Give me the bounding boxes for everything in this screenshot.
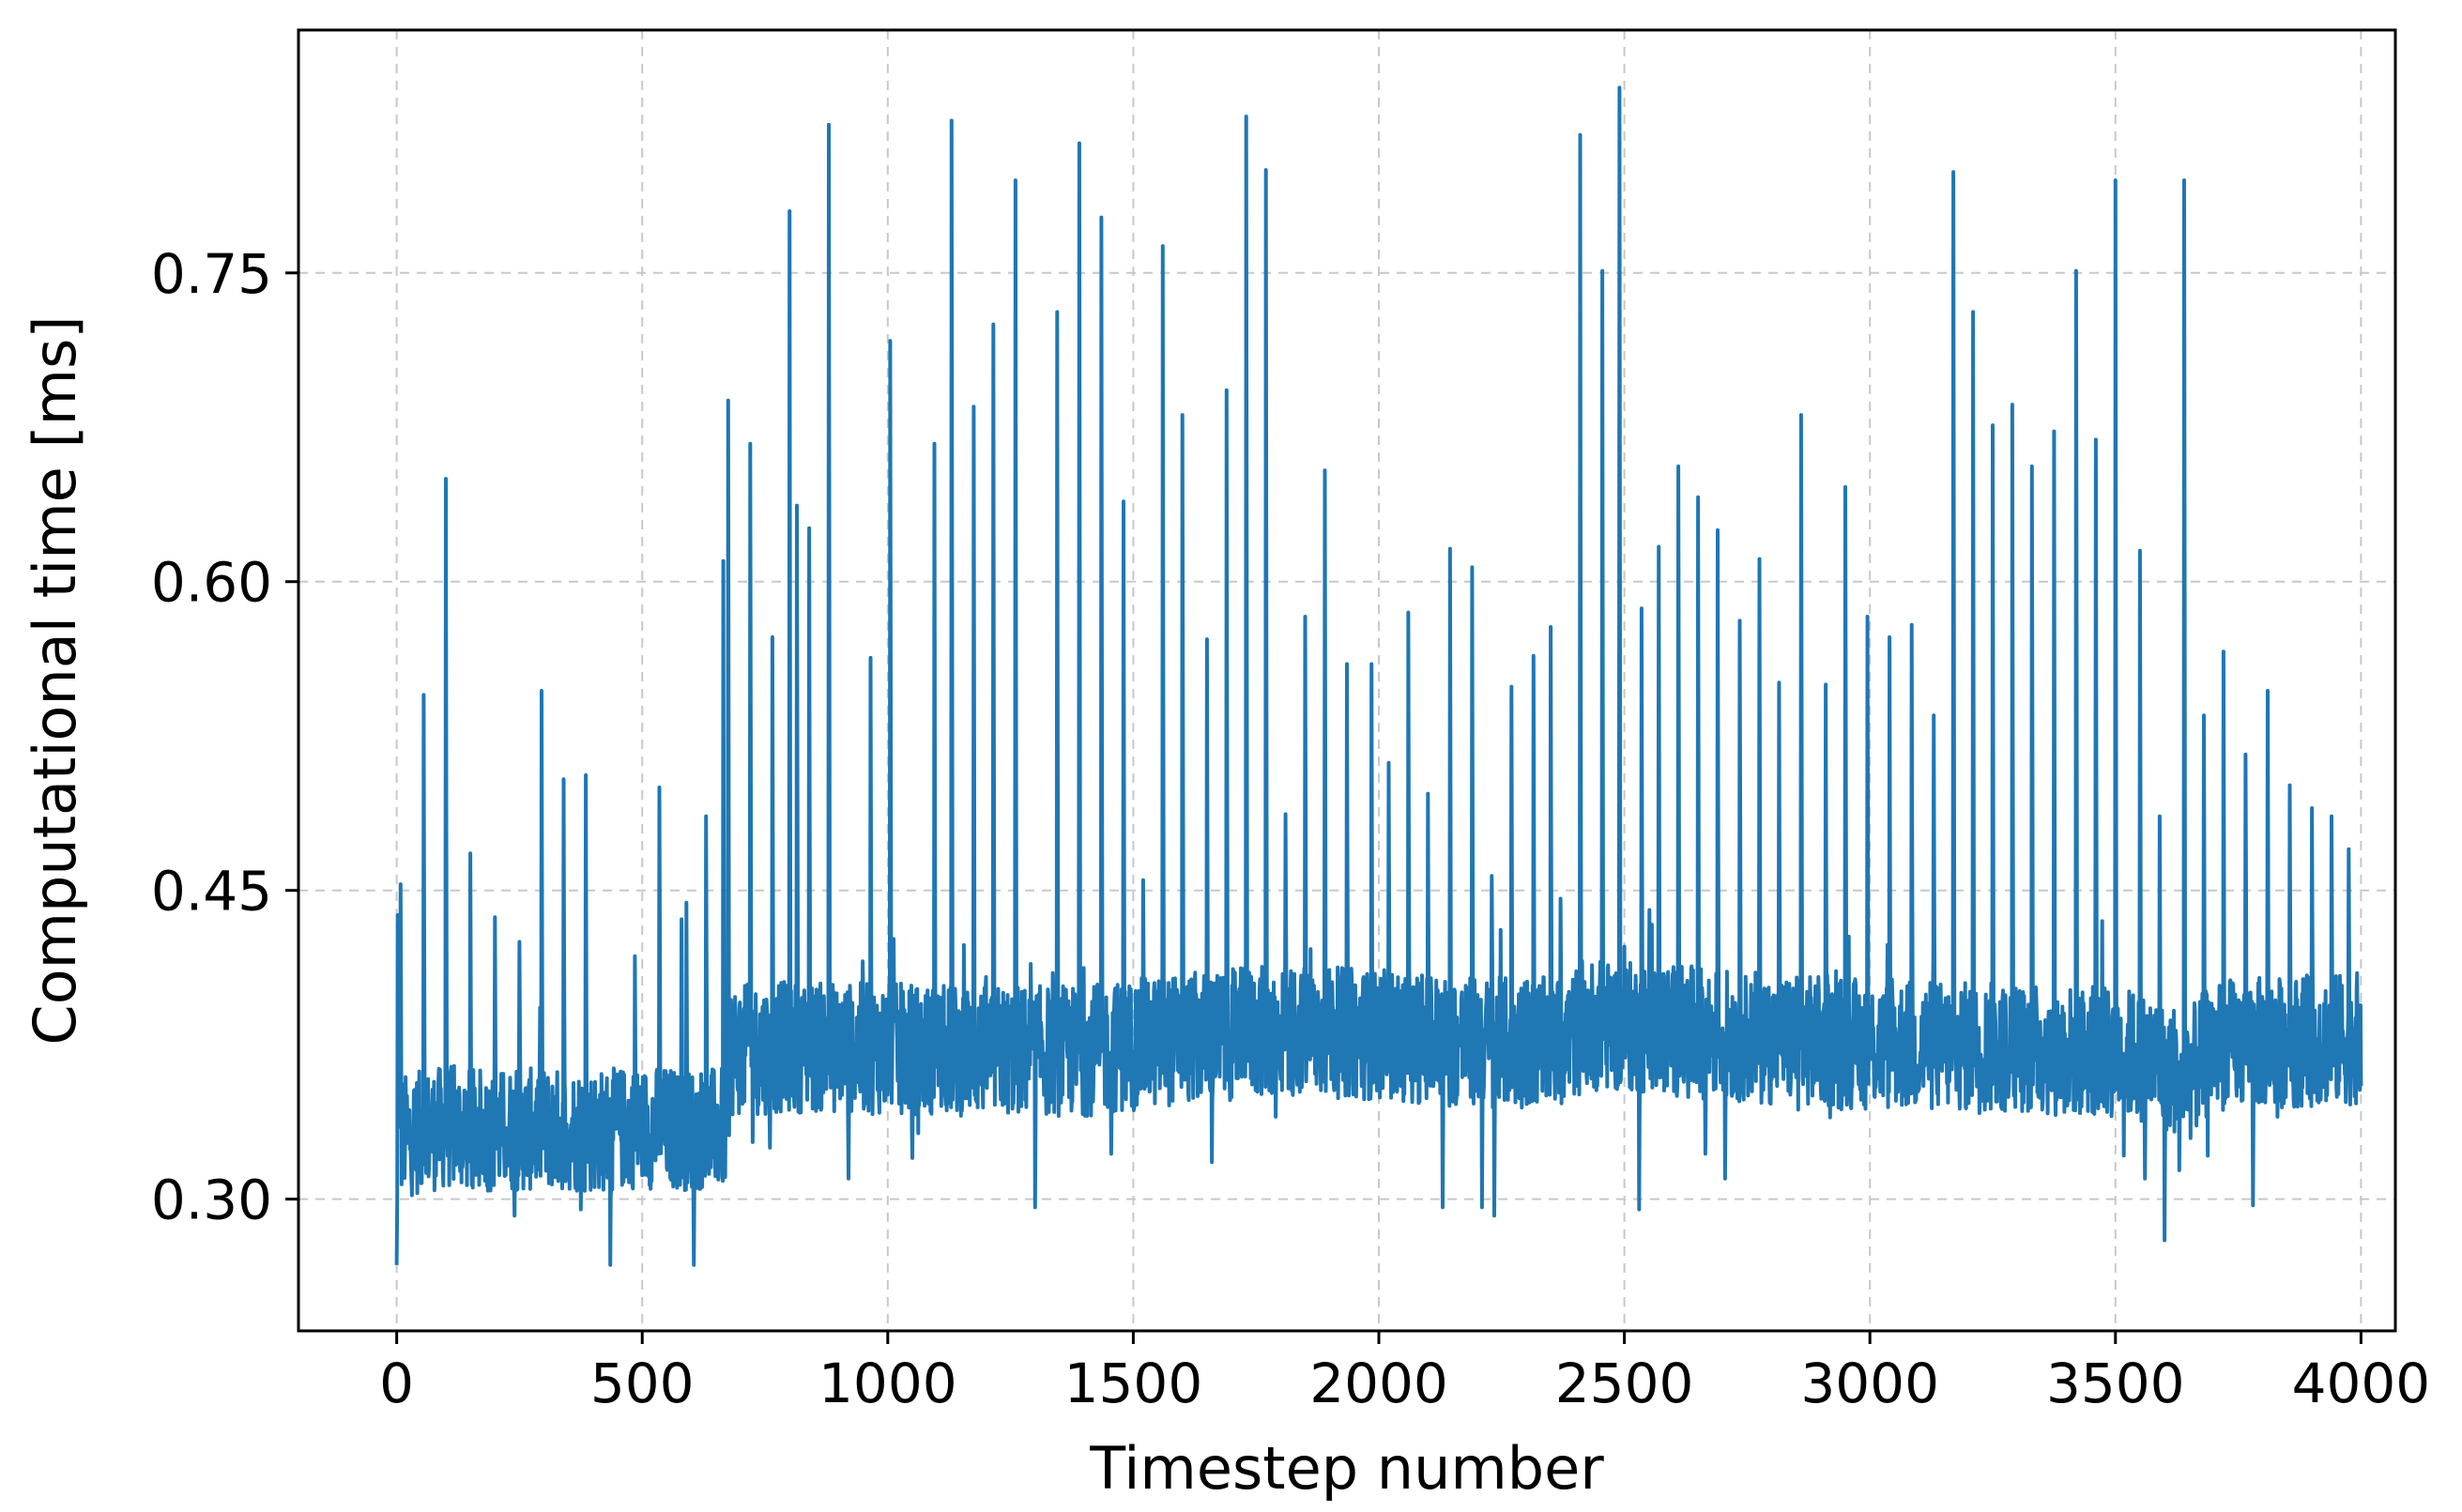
x-tick-label: 1500: [1064, 1352, 1203, 1415]
y-tick-label: 0.45: [151, 860, 272, 924]
x-tick-label: 2000: [1309, 1352, 1448, 1415]
x-tick-label: 1000: [818, 1352, 957, 1415]
series-layer: [394, 85, 2363, 1267]
y-tick-label: 0.75: [151, 242, 272, 306]
series-line: [394, 85, 2363, 1267]
y-tick-label: 0.30: [151, 1168, 272, 1232]
x-tick-label: 3500: [2046, 1352, 2185, 1415]
x-tick-label: 4000: [2292, 1352, 2431, 1415]
y-tick-label: 0.60: [151, 551, 272, 615]
x-tick-label: 500: [590, 1352, 695, 1415]
x-axis-label: Timestep number: [1089, 1434, 1604, 1503]
x-tick-label: 2500: [1555, 1352, 1694, 1415]
ticks-layer: 0 500 1000 1500 2000 2500 3000 3500 4000 0.30 0.45…: [151, 242, 2430, 1415]
y-axis-label: Computational time [ms]: [21, 315, 89, 1045]
x-tick-label: 3000: [1800, 1352, 1939, 1415]
x-tick-label: 0: [379, 1352, 414, 1415]
plot-frame: [297, 28, 2397, 1333]
